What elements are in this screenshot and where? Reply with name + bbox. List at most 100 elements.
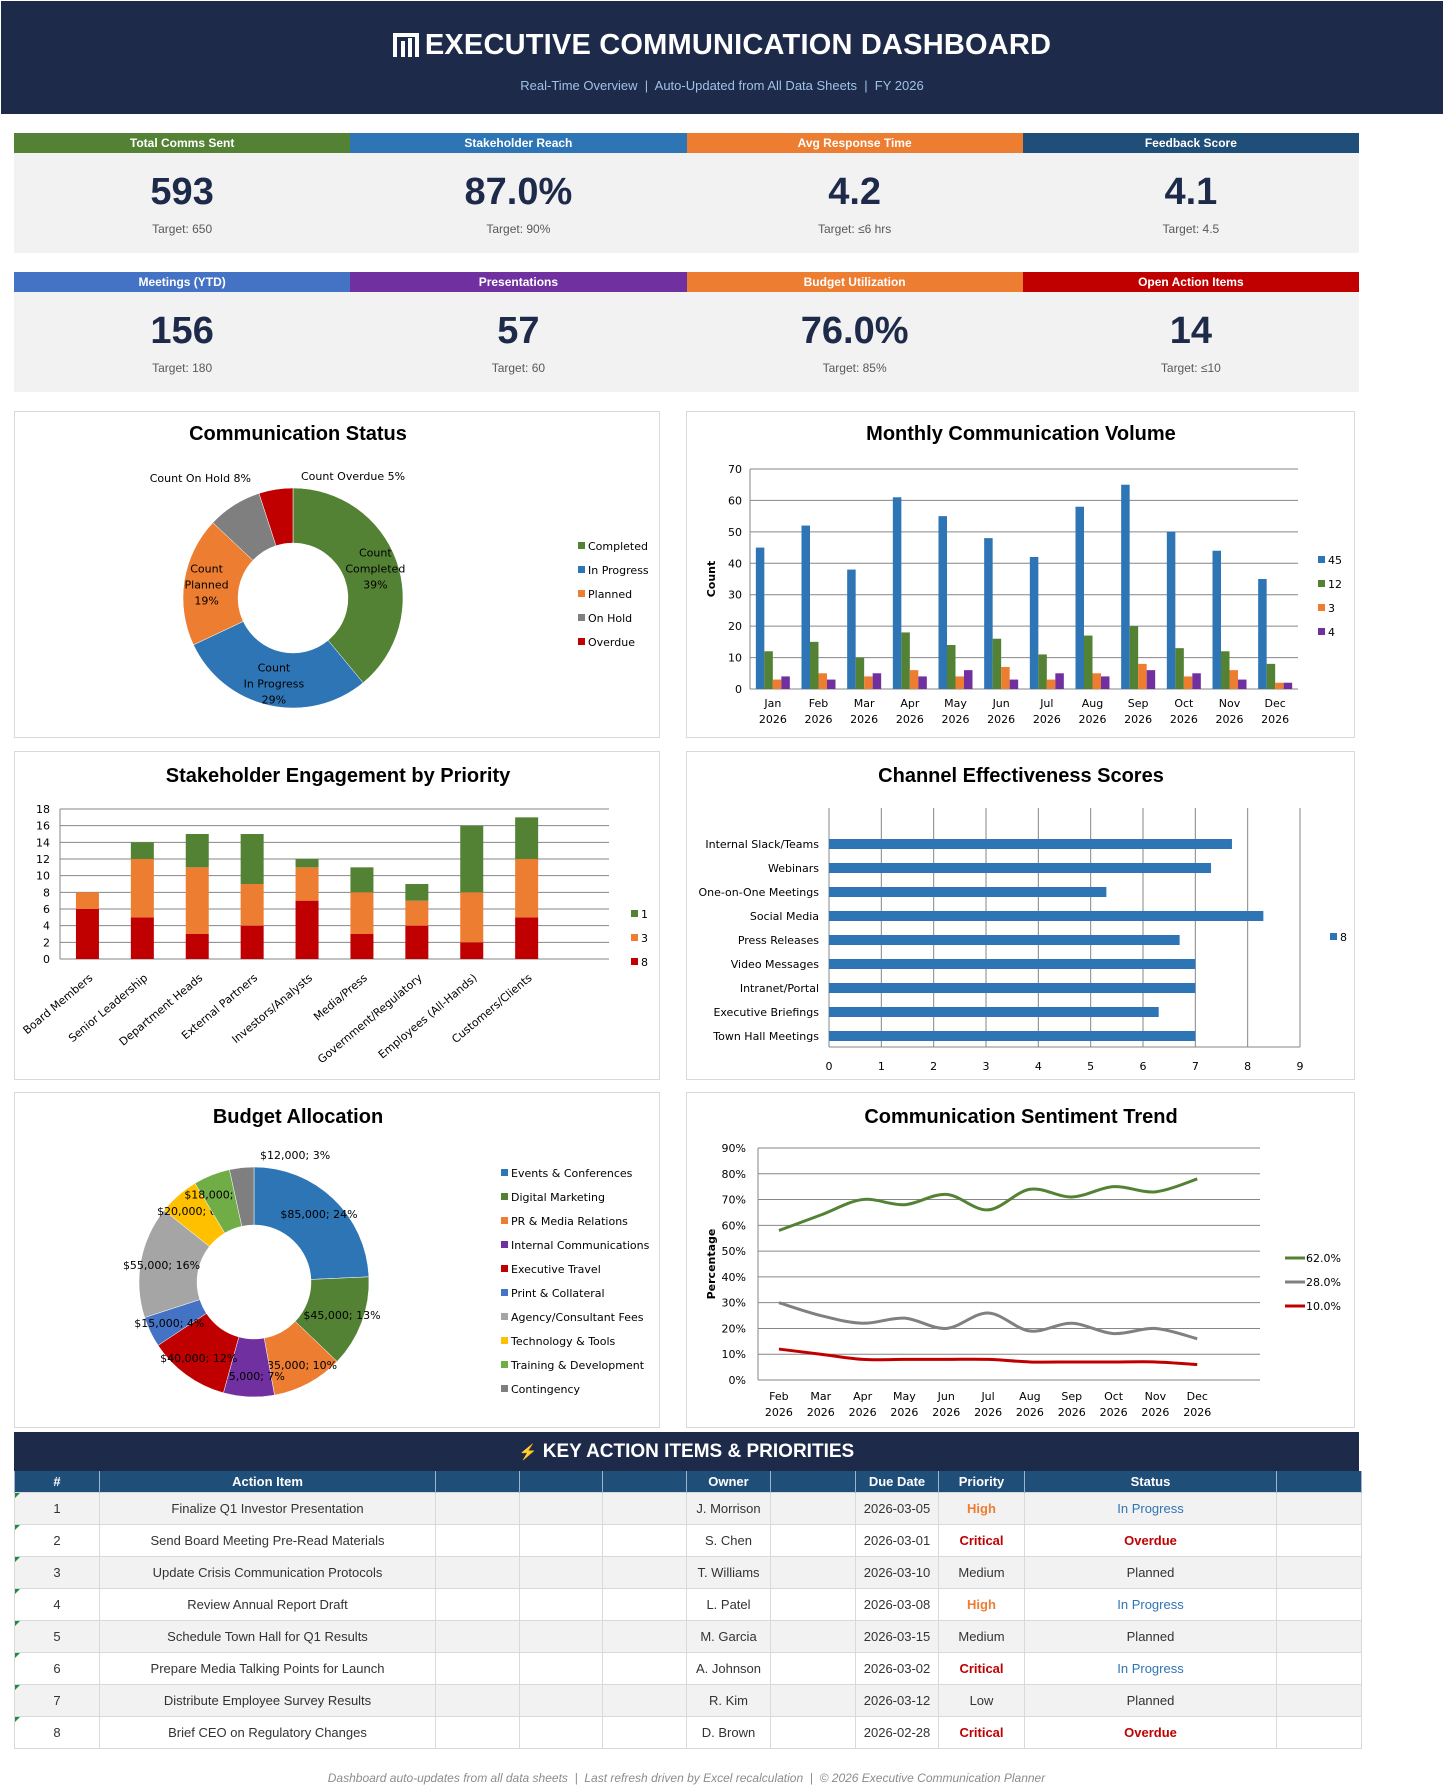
stakeholder-engagement-chart: Stakeholder Engagement by Priority 0 2 4 6 8 1… [14,751,660,1080]
table-row[interactable]: 1 Finalize Q1 Investor Presentation J. Mor… [14,1491,1362,1525]
empty-cell [519,1651,603,1685]
kpi-target: Target: 650 [152,222,213,236]
table-row[interactable]: 2 Send Board Meeting Pre-Read Materials S.… [14,1523,1362,1557]
slice-data-label: $35,000; 10% [260,1359,337,1372]
bar [829,887,1107,897]
action-items-title: KEY ACTION ITEMS & PRIORITIES [542,1441,855,1462]
y-tick-label: Internal Slack/Teams [705,838,819,851]
table-row[interactable]: 3 Update Crisis Communication Protocols T.… [14,1555,1362,1589]
bar [1129,626,1139,689]
legend-label: 8 [1340,931,1347,944]
empty-cell [770,1491,856,1525]
y-tick-label: 30 [728,589,742,602]
empty-cell [435,1555,520,1589]
kpi-value: 76.0% [800,310,909,352]
y-tick-label: Town Hall Meetings [712,1030,819,1043]
bar [1075,506,1084,689]
y-tick-label: Executive Briefings [713,1006,819,1019]
kpi-label: Open Action Items [1022,272,1359,292]
due-date-cell: 2026-03-01 [855,1523,939,1557]
stacked-bar-segment [75,892,99,909]
status-cell: Overdue [1024,1523,1277,1557]
empty-cell [602,1651,687,1685]
priority-cell: High [938,1491,1025,1525]
y-tick-label: One-on-One Meetings [698,886,819,899]
donut-slice [193,621,364,709]
legend-label: Contingency [511,1383,580,1396]
empty-cell [435,1619,520,1653]
empty-cell [602,1683,687,1717]
bar [818,673,827,689]
stacked-bar-segment [130,917,154,959]
column-header: Due Date [855,1471,939,1492]
table-row[interactable]: 8 Brief CEO on Regulatory Changes D. Brown… [14,1715,1362,1749]
x-tick-label: Jul 2026 [1033,697,1061,726]
kpi-row-1: Total Comms Sent 593 Target: 650 Stakeholde… [14,133,1359,253]
kpi-target: Target: 4.5 [1162,222,1220,236]
stacked-bar-segment [240,925,264,959]
kpi-card: Budget Utilization 76.0% Target: 85% [686,272,1023,392]
table-row[interactable]: 4 Review Annual Report Draft L. Patel 2026-… [14,1587,1362,1621]
kpi-card: Avg Response Time 4.2 Target: ≤6 hrs [686,133,1023,253]
legend-swatch [1318,628,1325,635]
column-header [770,1471,856,1492]
table-row[interactable]: 6 Prepare Media Talking Points for Launch… [14,1651,1362,1685]
empty-cell [602,1715,687,1749]
bar [918,676,927,689]
table-row[interactable]: 5 Schedule Town Hall for Q1 Results M. Gar… [14,1619,1362,1653]
table-row[interactable]: 7 Distribute Employee Survey Results R. Ki… [14,1683,1362,1717]
bar [909,670,919,689]
x-tick-label: Dec 2026 [1261,697,1289,726]
row-number: 4 [14,1587,100,1621]
empty-cell [1276,1651,1362,1685]
row-number-text: 6 [53,1660,61,1676]
kpi-card: Total Comms Sent 593 Target: 650 [14,133,351,253]
legend-swatch [631,934,638,941]
y-tick-label: 60% [722,1219,746,1232]
row-number: 3 [14,1555,100,1589]
communication-status-chart: Communication Status Count Completed 39% Cou… [14,411,660,738]
column-header: Status [1024,1471,1277,1492]
x-tick-label: Nov 2026 [1216,697,1244,726]
y-tick-label: Intranet/Portal [740,982,819,995]
status-cell: In Progress [1024,1651,1277,1685]
kpi-card: Open Action Items 14 Target: ≤10 [1022,272,1359,392]
empty-cell [602,1587,687,1621]
status-cell: Overdue [1024,1715,1277,1749]
empty-cell [1276,1587,1362,1621]
empty-cell [770,1683,856,1717]
x-tick-label: Sep 2026 [1058,1390,1086,1419]
y-tick-label: 2 [43,936,50,949]
bar [1009,679,1019,689]
action-item-cell: Update Crisis Communication Protocols [99,1555,436,1589]
column-header [519,1471,603,1492]
legend-label: In Progress [588,564,649,577]
empty-cell [519,1523,603,1557]
bar [810,641,819,689]
action-items-table: # Action Item Owner Due Date Priority Status … [14,1471,1362,1749]
series-line [778,1347,1198,1367]
bar [1212,550,1221,689]
y-tick-label: 6 [43,903,50,916]
owner-cell: T. Williams [686,1555,771,1589]
x-tick-label: 8 [1244,1060,1251,1073]
due-date-cell: 2026-03-02 [855,1651,939,1685]
bar [764,651,773,689]
due-date-cell: 2026-03-15 [855,1619,939,1653]
stacked-bar-segment [240,884,264,926]
legend-label: 4 [1328,626,1335,639]
stacked-bar-segment [185,934,209,959]
kpi-value: 156 [150,310,214,352]
lightning-icon: ⚡ [518,1444,538,1461]
kpi-target: Target: 180 [152,361,213,375]
legend-label: 3 [641,932,648,945]
kpi-value: 593 [150,171,214,213]
legend-label: 10.0% [1306,1300,1341,1313]
slice-data-label: $40,000; 12% [160,1352,237,1365]
due-date-cell: 2026-02-28 [855,1715,939,1749]
legend-label: Technology & Tools [510,1335,616,1348]
legend-swatch [631,958,638,965]
y-tick-label: 10 [728,652,742,665]
page-title: EXECUTIVE COMMUNICATION DASHBOARD [424,29,1052,61]
empty-cell [519,1587,603,1621]
